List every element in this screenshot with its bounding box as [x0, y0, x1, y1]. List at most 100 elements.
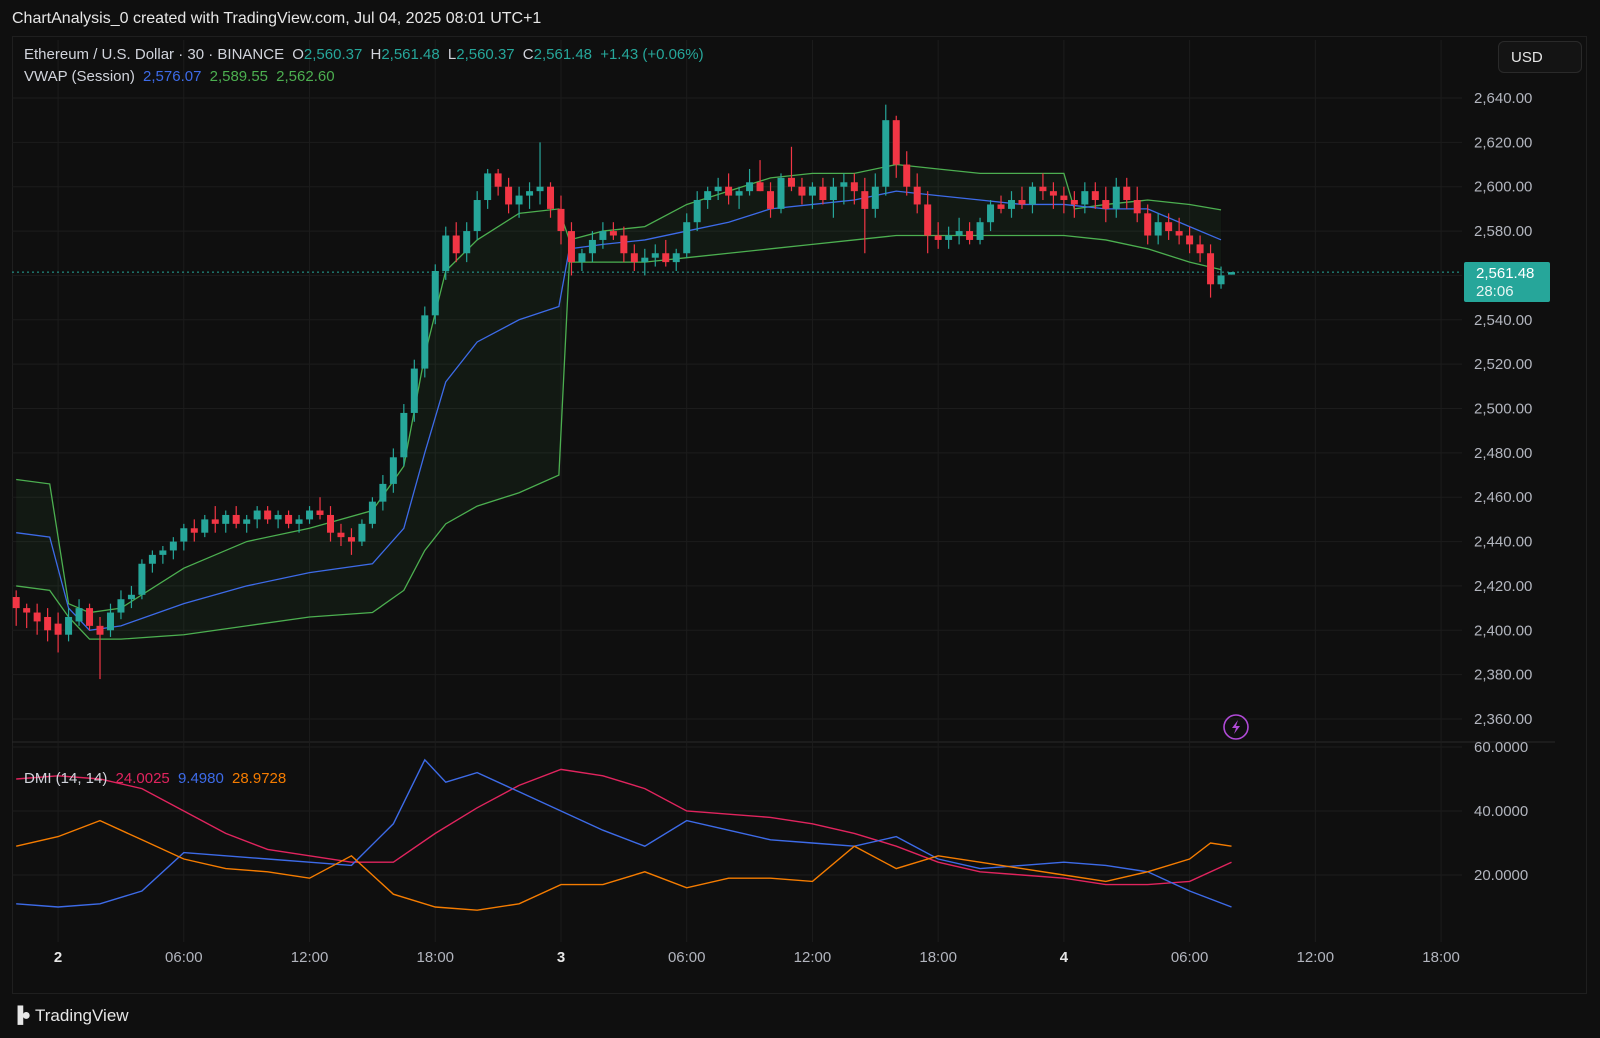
candle [33, 603, 41, 635]
candle-body [861, 191, 869, 209]
candle [138, 559, 146, 600]
candle-body [945, 235, 953, 240]
candle-body [264, 510, 272, 520]
candle-body [295, 519, 303, 524]
currency-button[interactable]: USD [1498, 41, 1582, 73]
price-tick-label: 2,580.00 [1474, 223, 1532, 240]
candle-body [609, 231, 617, 236]
candle-body [620, 235, 628, 254]
candle [829, 177, 837, 218]
candle-body [1102, 200, 1110, 209]
candle-body [138, 563, 146, 595]
time-tick-label: 12:00 [794, 949, 832, 966]
candle [966, 222, 974, 245]
candle-body [190, 528, 198, 533]
candle-body [65, 616, 73, 635]
candle-body [850, 182, 858, 192]
candle-body [1217, 275, 1225, 285]
candle-body [44, 616, 52, 631]
candle [787, 146, 795, 192]
candle [44, 608, 52, 642]
candle [704, 186, 712, 209]
candle [442, 226, 450, 280]
dmi-label: DMI (14, 14) [24, 770, 108, 787]
candle-body [75, 608, 83, 622]
candle [955, 217, 963, 245]
candle-body [117, 599, 125, 613]
last-price-tag [1464, 262, 1550, 302]
candle [243, 514, 251, 533]
candle [672, 248, 680, 271]
candle-body [1091, 191, 1099, 201]
candle [578, 248, 586, 271]
grid-layer [12, 40, 1555, 942]
time-tick-label: 06:00 [1171, 949, 1209, 966]
candle-body [725, 186, 733, 196]
candle [1039, 173, 1047, 201]
candle [431, 264, 439, 325]
tradingview-logo[interactable]: ▐● TradingView [12, 1006, 129, 1026]
candle-body [12, 597, 20, 609]
candle [756, 160, 764, 192]
candle [148, 550, 156, 573]
candle [1112, 177, 1120, 218]
candle [651, 244, 659, 267]
candle-body [903, 164, 911, 187]
candle-body [180, 528, 188, 542]
candle [1081, 182, 1089, 214]
candle-body [547, 186, 555, 209]
candle-body [934, 235, 942, 240]
candle [12, 590, 20, 626]
dmi-minus-line [16, 758, 1232, 908]
symbol-label: Ethereum / U.S. Dollar · 30 · BINANCE [24, 46, 285, 63]
candles-layer [12, 104, 1236, 680]
candle [505, 177, 513, 214]
candle-body [222, 514, 230, 524]
price-tick-label: 2,540.00 [1474, 312, 1532, 329]
candle [683, 213, 691, 258]
vwap-lower-value: 2,562.60 [276, 68, 335, 85]
candle-body [526, 191, 534, 196]
candle [190, 519, 198, 542]
candle [924, 191, 932, 254]
candle-body [798, 186, 806, 196]
candle-body [756, 182, 764, 192]
low-label: L [447, 46, 457, 63]
high-value: 2,561.48 [381, 46, 440, 63]
candle-body [777, 177, 785, 209]
price-tick-label: 2,620.00 [1474, 134, 1532, 151]
dmi-plus-line [16, 768, 1232, 886]
candle [389, 448, 397, 493]
candle-body [86, 608, 94, 626]
time-tick-label: 06:00 [668, 949, 706, 966]
candle [861, 177, 869, 254]
price-tick-label: 2,380.00 [1474, 667, 1532, 684]
candle [65, 608, 73, 642]
candle-body [505, 186, 513, 205]
candle-body [1165, 222, 1173, 232]
vwap-upper-value: 2,589.55 [209, 68, 268, 85]
candle [1091, 182, 1099, 209]
candle-body [630, 253, 638, 263]
candle-body [358, 523, 366, 542]
candle-body [1049, 191, 1057, 196]
candle [180, 523, 188, 551]
last-price-value: 2,561.48 [1476, 265, 1534, 282]
adx-value: 28.9728 [232, 770, 287, 787]
candle [86, 603, 94, 631]
candle [777, 173, 785, 214]
candle [515, 186, 523, 218]
candle-body [1060, 195, 1068, 201]
candle-body [316, 510, 324, 515]
price-tick-label: 2,460.00 [1474, 489, 1532, 506]
candle [295, 514, 303, 533]
lightning-icon[interactable] [1223, 714, 1249, 740]
candle-body [515, 195, 523, 205]
dmi-plus-value: 24.0025 [115, 770, 170, 787]
candle [326, 506, 334, 542]
candle-body [96, 625, 104, 635]
candle-body [662, 253, 670, 263]
candle [274, 510, 282, 529]
